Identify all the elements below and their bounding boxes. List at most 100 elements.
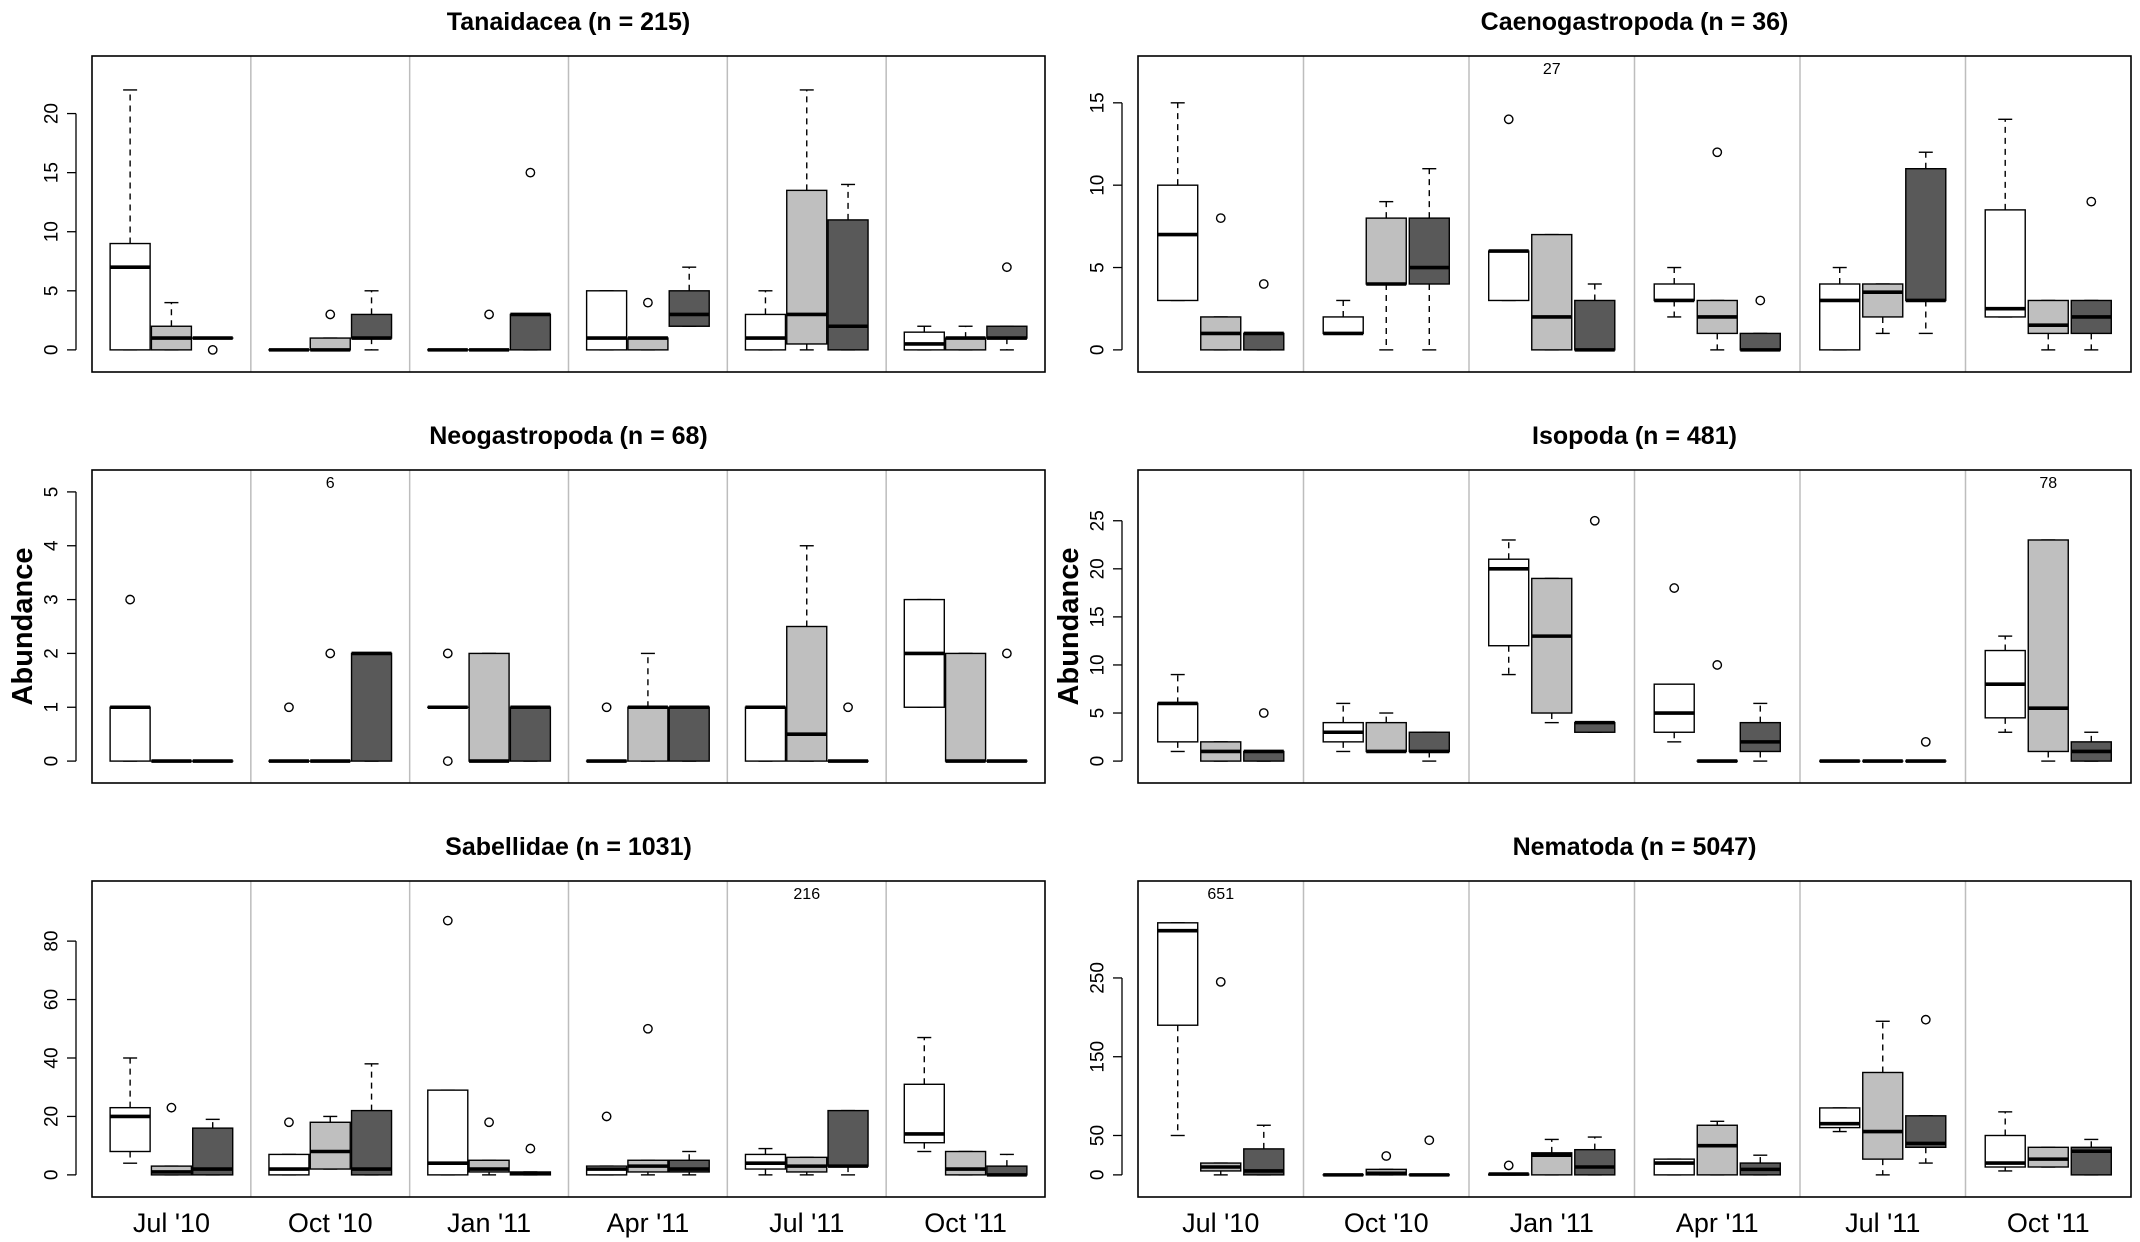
- x-tick-label: Jul '10: [133, 1208, 210, 1238]
- offscale-annotation: 216: [793, 886, 820, 903]
- box-Jan-11-white: [1488, 1160, 1530, 1176]
- box-Oct-11-darkgray: [986, 1153, 1028, 1177]
- box-iqr: [903, 331, 945, 351]
- box-iqr: [2027, 299, 2069, 335]
- y-tick-label: 150: [1088, 1041, 1109, 1073]
- offscale-annotation: 27: [1543, 61, 1561, 78]
- box-iqr: [1653, 683, 1695, 733]
- y-tick-label: 0: [42, 756, 63, 767]
- outlier-point: [1215, 976, 1226, 987]
- outlier-point: [484, 1117, 494, 1128]
- x-tick-label: Jan '11: [447, 1208, 531, 1238]
- box-Apr-11-white: [585, 702, 628, 763]
- box-Jan-11-white: [427, 915, 469, 1176]
- box-Jul-10-white: [1157, 102, 1199, 302]
- box-iqr: [350, 313, 393, 339]
- panel-title: Tanaidacea (n = 215): [447, 8, 690, 36]
- box-iqr: [585, 290, 628, 351]
- y-tick-label: 20: [1088, 558, 1109, 579]
- box-Jan-11-darkgray: [1574, 1136, 1616, 1176]
- box-Oct-11-darkgray: [986, 262, 1028, 351]
- box-Jan-11-lightgray: [468, 309, 510, 352]
- box-iqr: [509, 706, 552, 762]
- box-Jul-10-white: [109, 1057, 151, 1164]
- box-iqr: [1819, 283, 1861, 351]
- box-Jan-11-lightgray: [1531, 577, 1573, 724]
- outlier-point: [1669, 583, 1680, 593]
- y-tick-label: 10: [1088, 654, 1109, 675]
- box-iqr: [1574, 1148, 1616, 1176]
- panel-1: Caenogastropoda (n = 36) 0 5 10 15 27: [1088, 8, 2132, 373]
- plot-frame: [1137, 880, 2132, 1198]
- box-iqr: [268, 1153, 310, 1176]
- outlier-point: [1258, 708, 1269, 718]
- box-iqr: [1243, 332, 1285, 351]
- box-Apr-11-darkgray: [1739, 295, 1781, 352]
- box-Jul-11-lightgray: [786, 545, 828, 762]
- box-Jan-11-darkgray: [509, 167, 552, 351]
- box-Jul-10-darkgray: [1243, 708, 1285, 762]
- box-iqr: [786, 189, 828, 345]
- box-iqr: [944, 1150, 987, 1176]
- y-axis-label: Abundance: [1053, 548, 1085, 706]
- plot-frame: [91, 55, 1046, 373]
- box-Jul-10-darkgray: [1243, 1124, 1285, 1176]
- y-tick-label: 25: [1088, 510, 1109, 531]
- outlier-point: [1920, 736, 1931, 747]
- outlier-point: [325, 309, 336, 320]
- panel-title: Nematoda (n = 5047): [1513, 833, 1757, 861]
- box-Apr-11-white: [585, 1111, 628, 1176]
- y-tick-label: 1: [42, 702, 63, 713]
- box-Oct-11-white: [903, 598, 945, 708]
- box-Jan-11-lightgray: [1531, 1138, 1573, 1176]
- box-Jul-10-lightgray: [150, 301, 193, 351]
- box-iqr: [109, 242, 151, 351]
- box-Jul-10-lightgray: [1200, 976, 1242, 1176]
- y-tick-label: 15: [1088, 92, 1109, 113]
- outlier-point: [484, 309, 494, 320]
- box-Jan-11-lightgray: [468, 1117, 510, 1176]
- box-Oct-11-white: [1984, 1111, 2026, 1172]
- y-tick-label: 15: [1088, 606, 1109, 627]
- box-Jul-11-white: [1819, 266, 1861, 351]
- box-Oct-10-lightgray: [309, 309, 351, 352]
- box-Oct-11-lightgray: [944, 652, 987, 763]
- box-Jul-11-darkgray: [1905, 736, 1947, 763]
- x-tick-label: Jan '11: [1510, 1208, 1594, 1238]
- y-tick-label: 20: [42, 103, 63, 124]
- outlier-point: [601, 702, 612, 713]
- outlier-point: [1381, 1151, 1392, 1161]
- box-Oct-11-white: [903, 1036, 945, 1153]
- box-Jul-10-darkgray: [192, 336, 234, 355]
- box-Apr-11-lightgray: [627, 652, 669, 762]
- box-Oct-10-darkgray: [1408, 1135, 1450, 1177]
- box-Apr-11-lightgray: [627, 297, 669, 351]
- box-Oct-11-lightgray: [944, 325, 987, 351]
- y-tick-label: 40: [42, 1047, 63, 1068]
- box-Apr-11-lightgray: [1696, 147, 1738, 351]
- plot-frame: [91, 469, 1046, 784]
- box-Jul-11-lightgray: [786, 1156, 828, 1176]
- box-Jul-11-lightgray: [1862, 283, 1904, 335]
- y-tick-label: 50: [1088, 1125, 1109, 1146]
- box-iqr: [1653, 283, 1695, 302]
- box-iqr: [1905, 168, 1947, 302]
- box-iqr: [1739, 332, 1781, 351]
- box-Jul-10-white: [1157, 673, 1199, 753]
- y-tick-label: 5: [42, 286, 63, 297]
- box-iqr: [309, 1121, 351, 1170]
- box-Apr-11-lightgray: [1696, 660, 1738, 763]
- outlier-point: [442, 648, 453, 659]
- box-iqr: [1739, 721, 1781, 753]
- box-Oct-11-white: [1984, 635, 2026, 733]
- plot-frame: [1137, 55, 2132, 373]
- box-Jul-11-lightgray: [786, 89, 828, 351]
- outlier-point: [643, 1023, 653, 1034]
- box-iqr: [668, 1159, 710, 1173]
- box-Oct-10-lightgray: [1365, 1151, 1407, 1176]
- box-Jan-11-white: [1488, 114, 1530, 302]
- box-Jul-11-white: [744, 705, 787, 762]
- y-tick-label: 3: [42, 594, 63, 605]
- outlier-point: [2086, 196, 2097, 207]
- outlier-point: [125, 594, 136, 605]
